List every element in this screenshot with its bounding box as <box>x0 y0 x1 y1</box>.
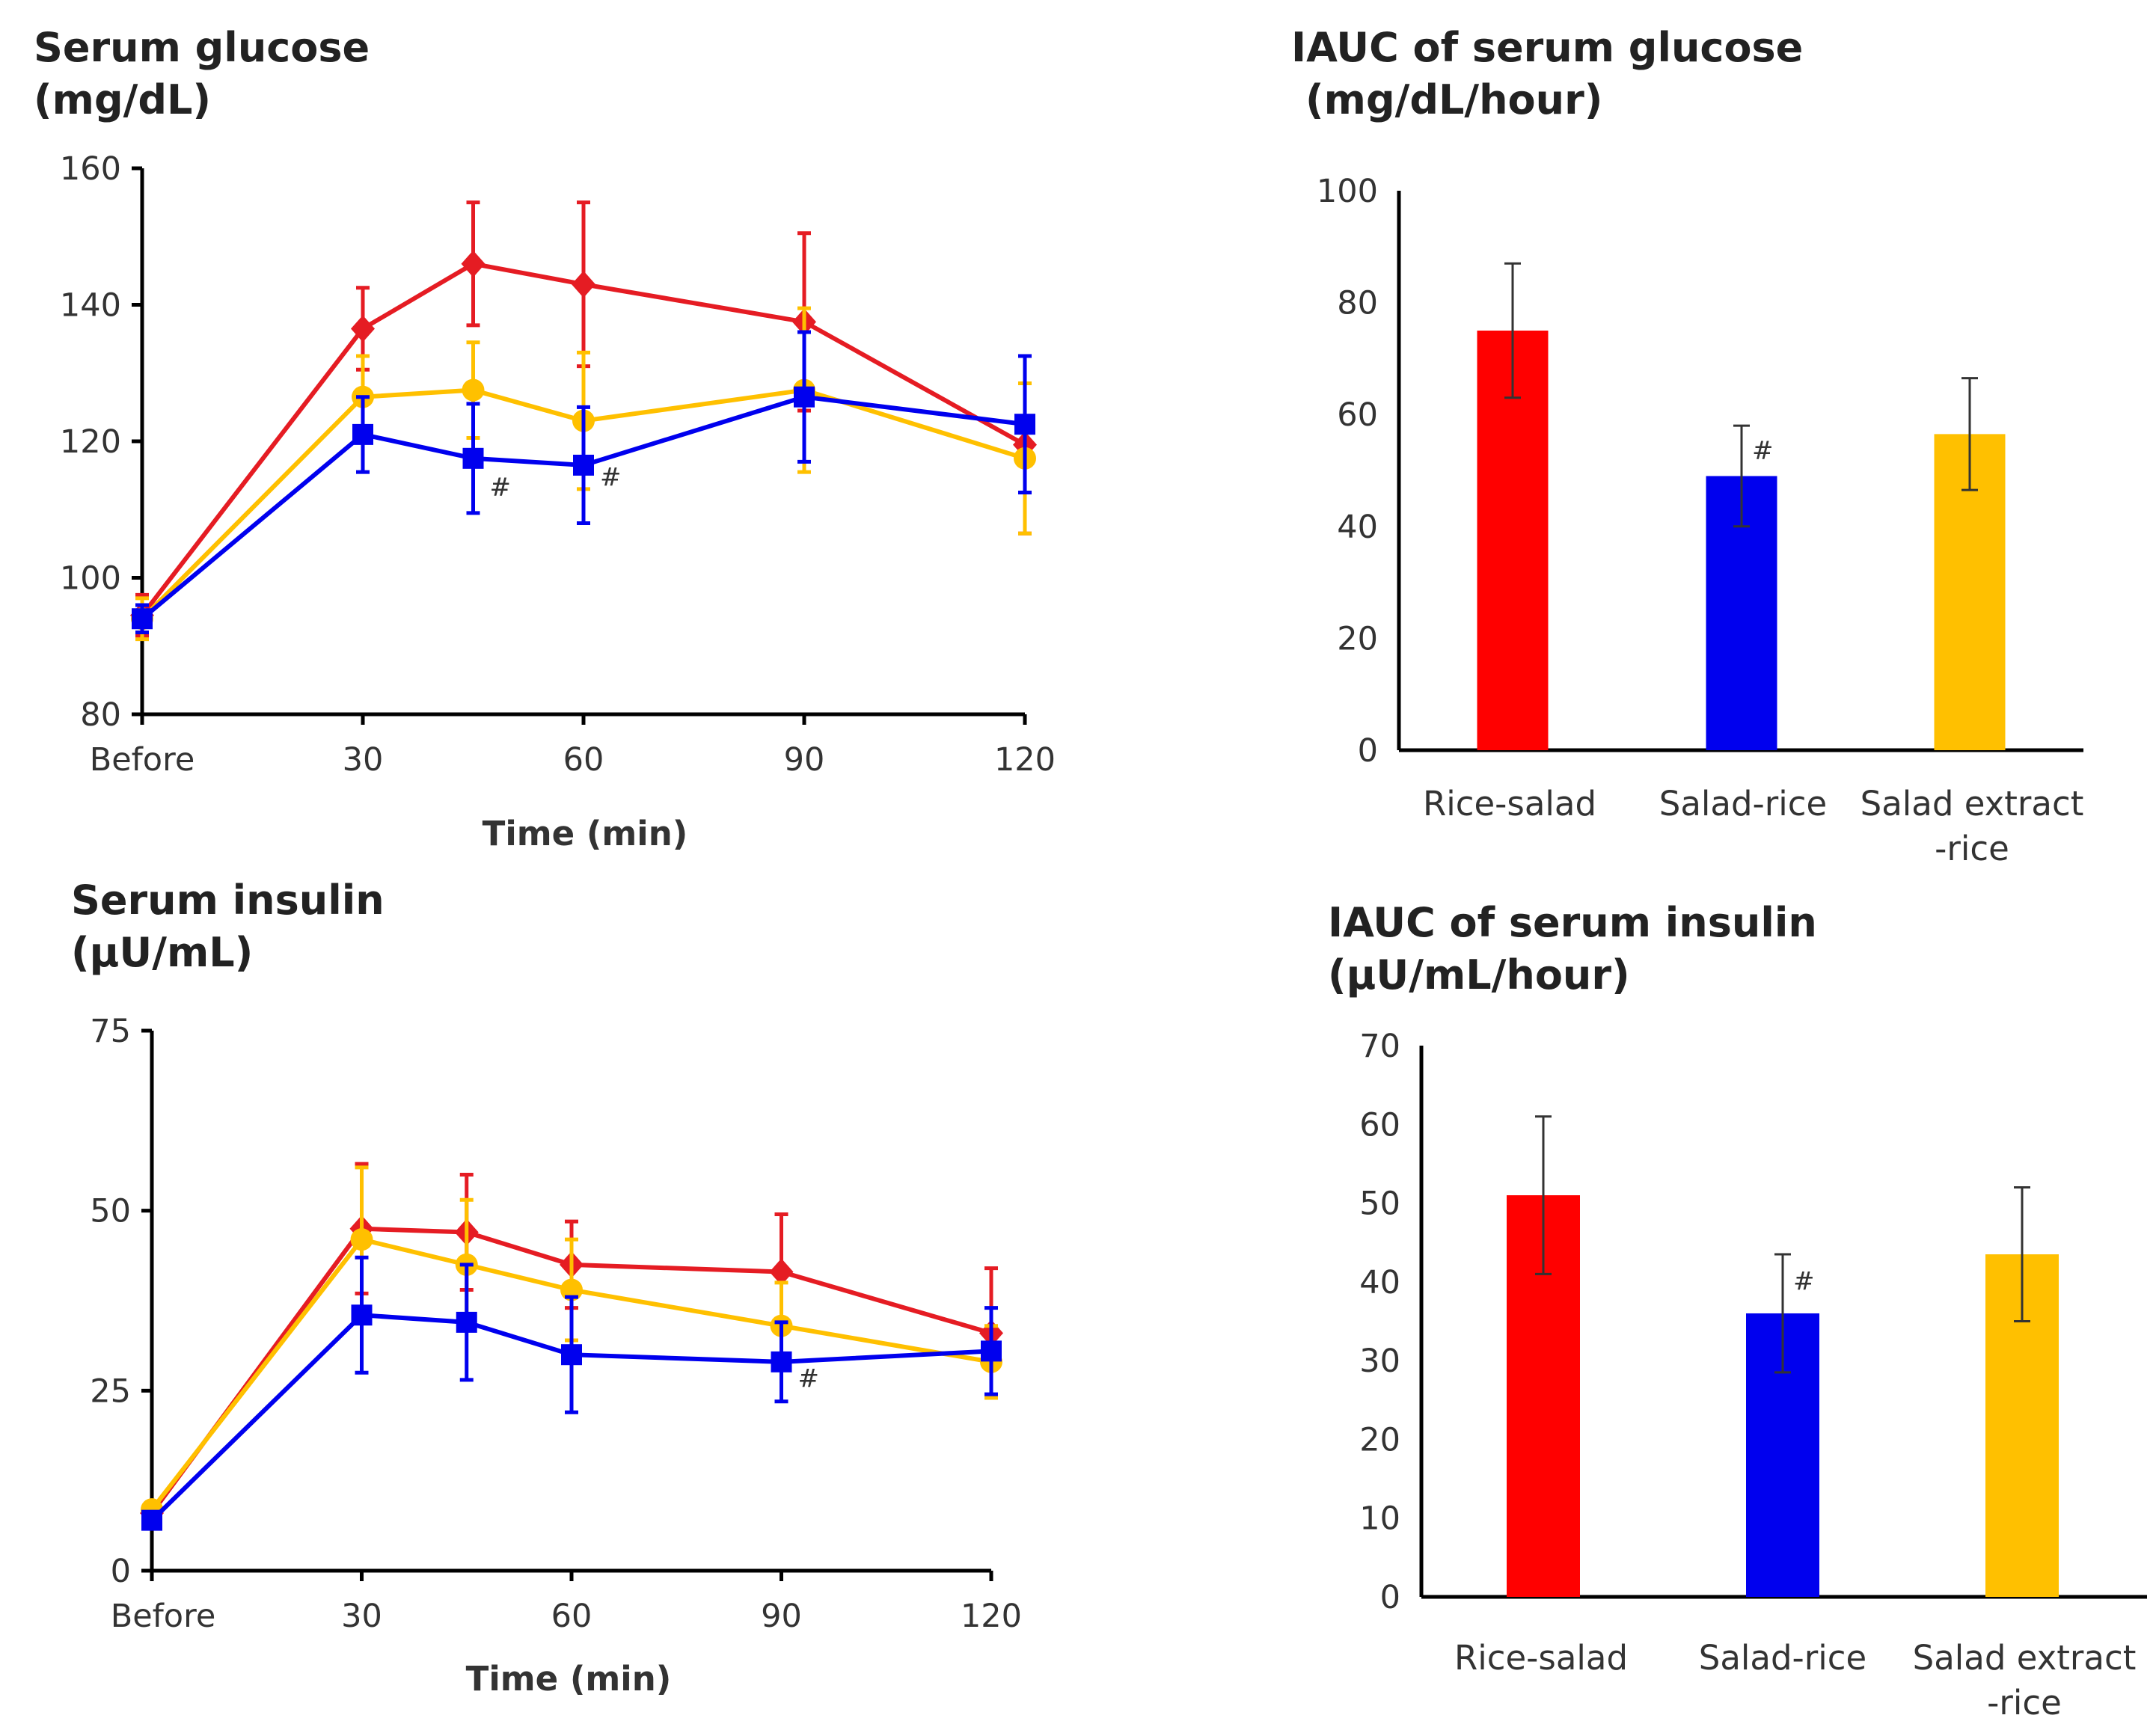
y-tick-label: 40 <box>1337 509 1378 546</box>
category-label: -rice <box>1935 829 2009 868</box>
data-point-diamond <box>461 250 486 277</box>
data-point-diamond <box>769 1258 794 1286</box>
y-tick-label: 100 <box>60 560 121 598</box>
y-tick-label: 80 <box>80 696 121 734</box>
x-tick-label: 60 <box>551 1598 592 1635</box>
data-point-diamond <box>572 271 595 298</box>
data-point-square <box>351 1304 373 1326</box>
data-point-diamond <box>351 315 375 343</box>
data-point-square <box>141 1509 162 1531</box>
data-point-square <box>771 1351 792 1372</box>
significance-mark: # <box>1793 1266 1815 1296</box>
y-tick-label: 160 <box>60 150 121 188</box>
significance-mark: # <box>1752 436 1774 466</box>
x-tick-label: 30 <box>343 741 384 779</box>
glucose-chart-title: Serum glucose <box>34 24 370 71</box>
glucose-chart-unit: (mg/dL) <box>34 76 211 123</box>
insulin-chart-unit: (μU/mL) <box>71 929 253 976</box>
y-tick-label: 120 <box>60 423 121 461</box>
insulin-x-axis-title: Time (min) <box>466 1659 672 1699</box>
category-label: Salad-rice <box>1659 784 1827 823</box>
significance-mark: # <box>600 462 622 492</box>
category-label: -rice <box>1987 1683 2062 1723</box>
y-tick-label: 40 <box>1359 1264 1400 1301</box>
y-tick-label: 60 <box>1359 1106 1400 1144</box>
significance-mark: # <box>798 1364 820 1394</box>
data-point-square <box>1014 414 1035 435</box>
glucose-line-chart: Serum glucose (mg/dL) Time (min) 80 100 12… <box>34 24 1056 853</box>
x-tick-label: 90 <box>761 1598 802 1635</box>
insulin-iauc-title: IAUC of serum insulin <box>1328 899 1817 946</box>
y-tick-label: 140 <box>60 287 121 325</box>
y-tick-label: 70 <box>1359 1028 1400 1065</box>
data-point-square <box>794 386 815 408</box>
glucose-iauc-unit: (mg/dL/hour) <box>1305 76 1602 123</box>
insulin-iauc-bar-chart: IAUC of serum insulin (μU/mL/hour) 0 10 20… <box>1328 899 2147 1723</box>
bar <box>1477 331 1549 750</box>
y-tick-label: 10 <box>1359 1500 1400 1538</box>
y-tick-label: 20 <box>1337 620 1378 657</box>
x-tick-label: 120 <box>994 741 1056 779</box>
glucose-iauc-bar-chart: IAUC of serum glucose (mg/dL/hour) 0 20 40… <box>1291 24 2083 868</box>
y-tick-label: 75 <box>90 1013 131 1050</box>
y-tick-label: 25 <box>90 1372 131 1410</box>
y-tick-label: 50 <box>1359 1185 1400 1223</box>
x-tick-label: 90 <box>784 741 825 779</box>
y-tick-label: 0 <box>1358 732 1378 770</box>
y-tick-label: 0 <box>1380 1579 1400 1616</box>
y-tick-label: 60 <box>1337 396 1378 434</box>
x-tick-label: Before <box>90 741 195 779</box>
series-line <box>150 1226 992 1515</box>
y-tick-label: 100 <box>1317 173 1378 210</box>
x-tick-label: 60 <box>563 741 604 779</box>
data-point-square <box>462 447 484 469</box>
data-point-square <box>132 608 153 630</box>
data-point-square <box>561 1344 582 1366</box>
glucose-x-axis-title: Time (min) <box>483 814 688 853</box>
data-point-square <box>352 423 373 445</box>
insulin-iauc-unit: (μU/mL/hour) <box>1328 951 1630 999</box>
significance-mark: # <box>490 473 512 503</box>
y-tick-label: 0 <box>111 1553 131 1590</box>
category-label: Salad extract <box>1861 784 2084 823</box>
insulin-chart-title: Serum insulin <box>71 877 385 924</box>
category-label: Rice-salad <box>1454 1638 1628 1678</box>
data-point-square <box>456 1311 477 1333</box>
x-tick-label: 120 <box>961 1598 1022 1635</box>
data-point-circle <box>350 1228 373 1251</box>
x-tick-label: 30 <box>341 1598 382 1635</box>
series-line <box>141 394 1026 621</box>
x-tick-label: Before <box>111 1598 216 1635</box>
y-tick-label: 30 <box>1359 1343 1400 1380</box>
data-point-square <box>981 1340 1002 1362</box>
glucose-iauc-title: IAUC of serum glucose <box>1291 24 1803 71</box>
category-label: Salad-rice <box>1699 1638 1866 1678</box>
y-tick-label: 50 <box>90 1193 131 1230</box>
y-tick-label: 20 <box>1359 1421 1400 1458</box>
y-tick-label: 80 <box>1337 285 1378 322</box>
category-label: Salad extract <box>1913 1638 2137 1678</box>
category-label: Rice-salad <box>1423 784 1596 823</box>
data-point-square <box>573 454 594 476</box>
data-point-circle <box>462 378 485 402</box>
insulin-line-chart: Serum insulin (μU/mL) Time (min) 0 25 50 75… <box>71 877 1022 1699</box>
series-line <box>140 261 1026 617</box>
series-line <box>150 1313 992 1522</box>
series-line <box>150 1236 992 1512</box>
